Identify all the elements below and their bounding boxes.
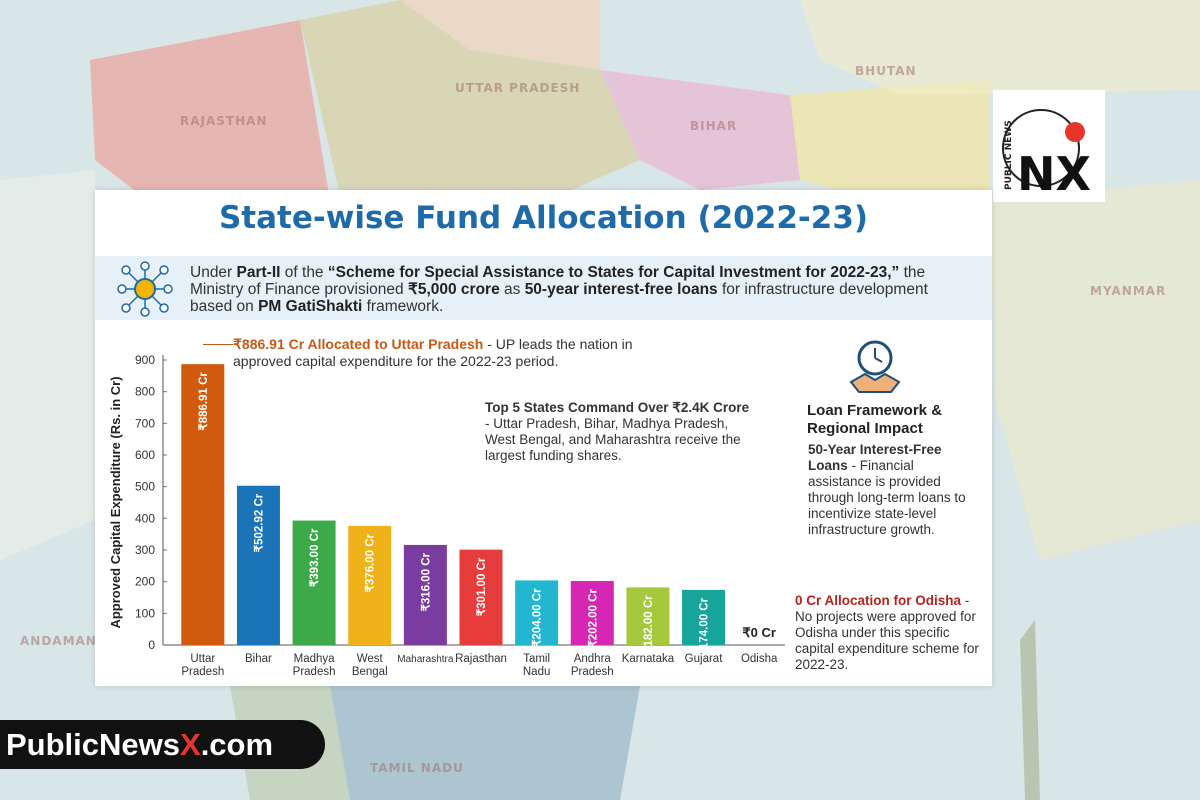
top5-callout: Top 5 States Command Over ₹2.4K Crore - …	[485, 400, 755, 464]
publicnewsx-logo: PUBLIC NEWS NX	[993, 90, 1105, 202]
bar	[292, 520, 336, 645]
brand-x: X	[180, 727, 201, 762]
bar-chart: Approved Capital Expenditure (Rs. in Cr)…	[108, 353, 785, 678]
map-label: TAMIL NADU	[370, 761, 464, 775]
y-tick-label: 100	[135, 606, 155, 620]
x-category-label: Pradesh	[571, 666, 614, 678]
logo-text: PUBLIC NEWS	[1004, 120, 1014, 190]
map-label: ANDAMAN	[20, 634, 97, 648]
map-label: UTTAR PRADESH	[455, 81, 580, 95]
brand-name: PublicNews	[6, 727, 180, 762]
bar-value-label: ₹502.92 Cr	[253, 493, 265, 552]
logo-mark: NX	[1017, 147, 1091, 201]
y-tick-label: 800	[135, 385, 155, 399]
x-category-label: Tamil	[523, 653, 550, 665]
bar	[236, 485, 280, 645]
y-tick-label: 700	[135, 416, 155, 430]
intro-banner: Under Part-II of the “Scheme for Special…	[95, 256, 992, 320]
odisha-note-heading: 0 Cr Allocation for Odisha	[795, 593, 962, 608]
loan-framework-body: - Financial assistance is provided throu…	[808, 458, 966, 537]
bar	[626, 587, 670, 645]
up-callout-heading: ₹886.91 Cr Allocated to Uttar Pradesh	[233, 336, 484, 352]
bar	[403, 544, 447, 645]
x-category-label: Madhya	[294, 653, 336, 665]
loan-framework-heading: Loan Framework & Regional Impact	[807, 402, 943, 437]
y-tick-label: 300	[135, 543, 155, 557]
x-category-label: Odisha	[741, 653, 778, 665]
map-label: RAJASTHAN	[180, 114, 267, 128]
x-category-label: Nadu	[523, 666, 551, 678]
bar	[515, 580, 559, 645]
up-callout-text: - UP leads the nation in approved capita…	[233, 336, 633, 369]
odisha-note: 0 Cr Allocation for Odisha - No projects…	[795, 593, 985, 673]
bar	[348, 525, 392, 645]
bar	[459, 549, 503, 645]
x-category-label: Uttar	[190, 653, 215, 665]
bar-value-label: ₹886.91 Cr	[198, 372, 210, 431]
y-tick-label: 400	[135, 511, 155, 525]
infographic-card: State-wise Fund Allocation (2022-23) Und…	[95, 190, 992, 686]
x-category-label: Pradesh	[293, 666, 336, 678]
bar-value-label: ₹204.00 Cr	[532, 588, 544, 647]
brand-banner: PublicNewsX.com	[0, 720, 325, 769]
bar-value-label: ₹301.00 Cr	[476, 557, 488, 616]
bar-value-label: ₹316.00 Cr	[420, 552, 432, 611]
top5-callout-text: - Uttar Pradesh, Bihar, Madhya Pradesh, …	[485, 416, 741, 463]
y-tick-label: 0	[148, 638, 155, 652]
callout-connector	[203, 344, 233, 345]
map-label: BHUTAN	[855, 64, 917, 78]
x-category-label: Bengal	[352, 666, 388, 678]
x-category-label: Bihar	[245, 653, 272, 665]
clock-handshake-icon	[849, 340, 901, 393]
y-tick-label: 500	[135, 480, 155, 494]
odisha-note-text: - No projects were approved for Odisha u…	[795, 593, 979, 672]
intro-text: Under Part-II of the “Scheme for Special…	[190, 264, 928, 315]
x-category-label: Gujarat	[685, 653, 724, 665]
bar-value-label: ₹376.00 Cr	[365, 533, 377, 592]
x-category-label: Karnataka	[622, 653, 675, 665]
bar-value-label: ₹202.00 Cr	[587, 589, 599, 648]
bar-value-label: ₹174.00 Cr	[699, 597, 711, 656]
loan-framework-subheading: 50-Year Interest-Free Loans	[808, 442, 942, 473]
x-category-label: West	[357, 653, 384, 665]
bar-value-label: ₹393.00 Cr	[309, 528, 321, 587]
up-callout: ₹886.91 Cr Allocated to Uttar Pradesh - …	[233, 336, 633, 370]
bar	[181, 364, 225, 645]
y-tick-label: 900	[135, 353, 155, 367]
bar-value-label: ₹182.00 Cr	[643, 595, 655, 654]
bar	[570, 581, 614, 645]
page-title: State-wise Fund Allocation (2022-23)	[218, 200, 869, 236]
bar	[682, 589, 726, 645]
map-label: BIHAR	[690, 119, 737, 133]
x-category-label: Andhra	[574, 653, 612, 665]
y-axis-title: Approved Capital Expenditure (Rs. in Cr)	[108, 376, 123, 628]
map-label: MYANMAR	[1090, 284, 1166, 298]
brand-domain: .com	[200, 727, 274, 762]
x-category-label: Rajasthan	[455, 653, 507, 665]
x-category-label: Pradesh	[181, 666, 224, 678]
bar-value-label: ₹0 Cr	[742, 625, 776, 640]
x-category-label: Maharashtra	[397, 654, 454, 665]
top5-callout-heading: Top 5 States Command Over ₹2.4K Crore	[485, 400, 750, 415]
y-tick-label: 600	[135, 448, 155, 462]
loan-framework-text: 50-Year Interest-Free Loans - Financial …	[808, 442, 968, 538]
network-rupee-icon	[117, 261, 173, 317]
y-tick-label: 200	[135, 575, 155, 589]
